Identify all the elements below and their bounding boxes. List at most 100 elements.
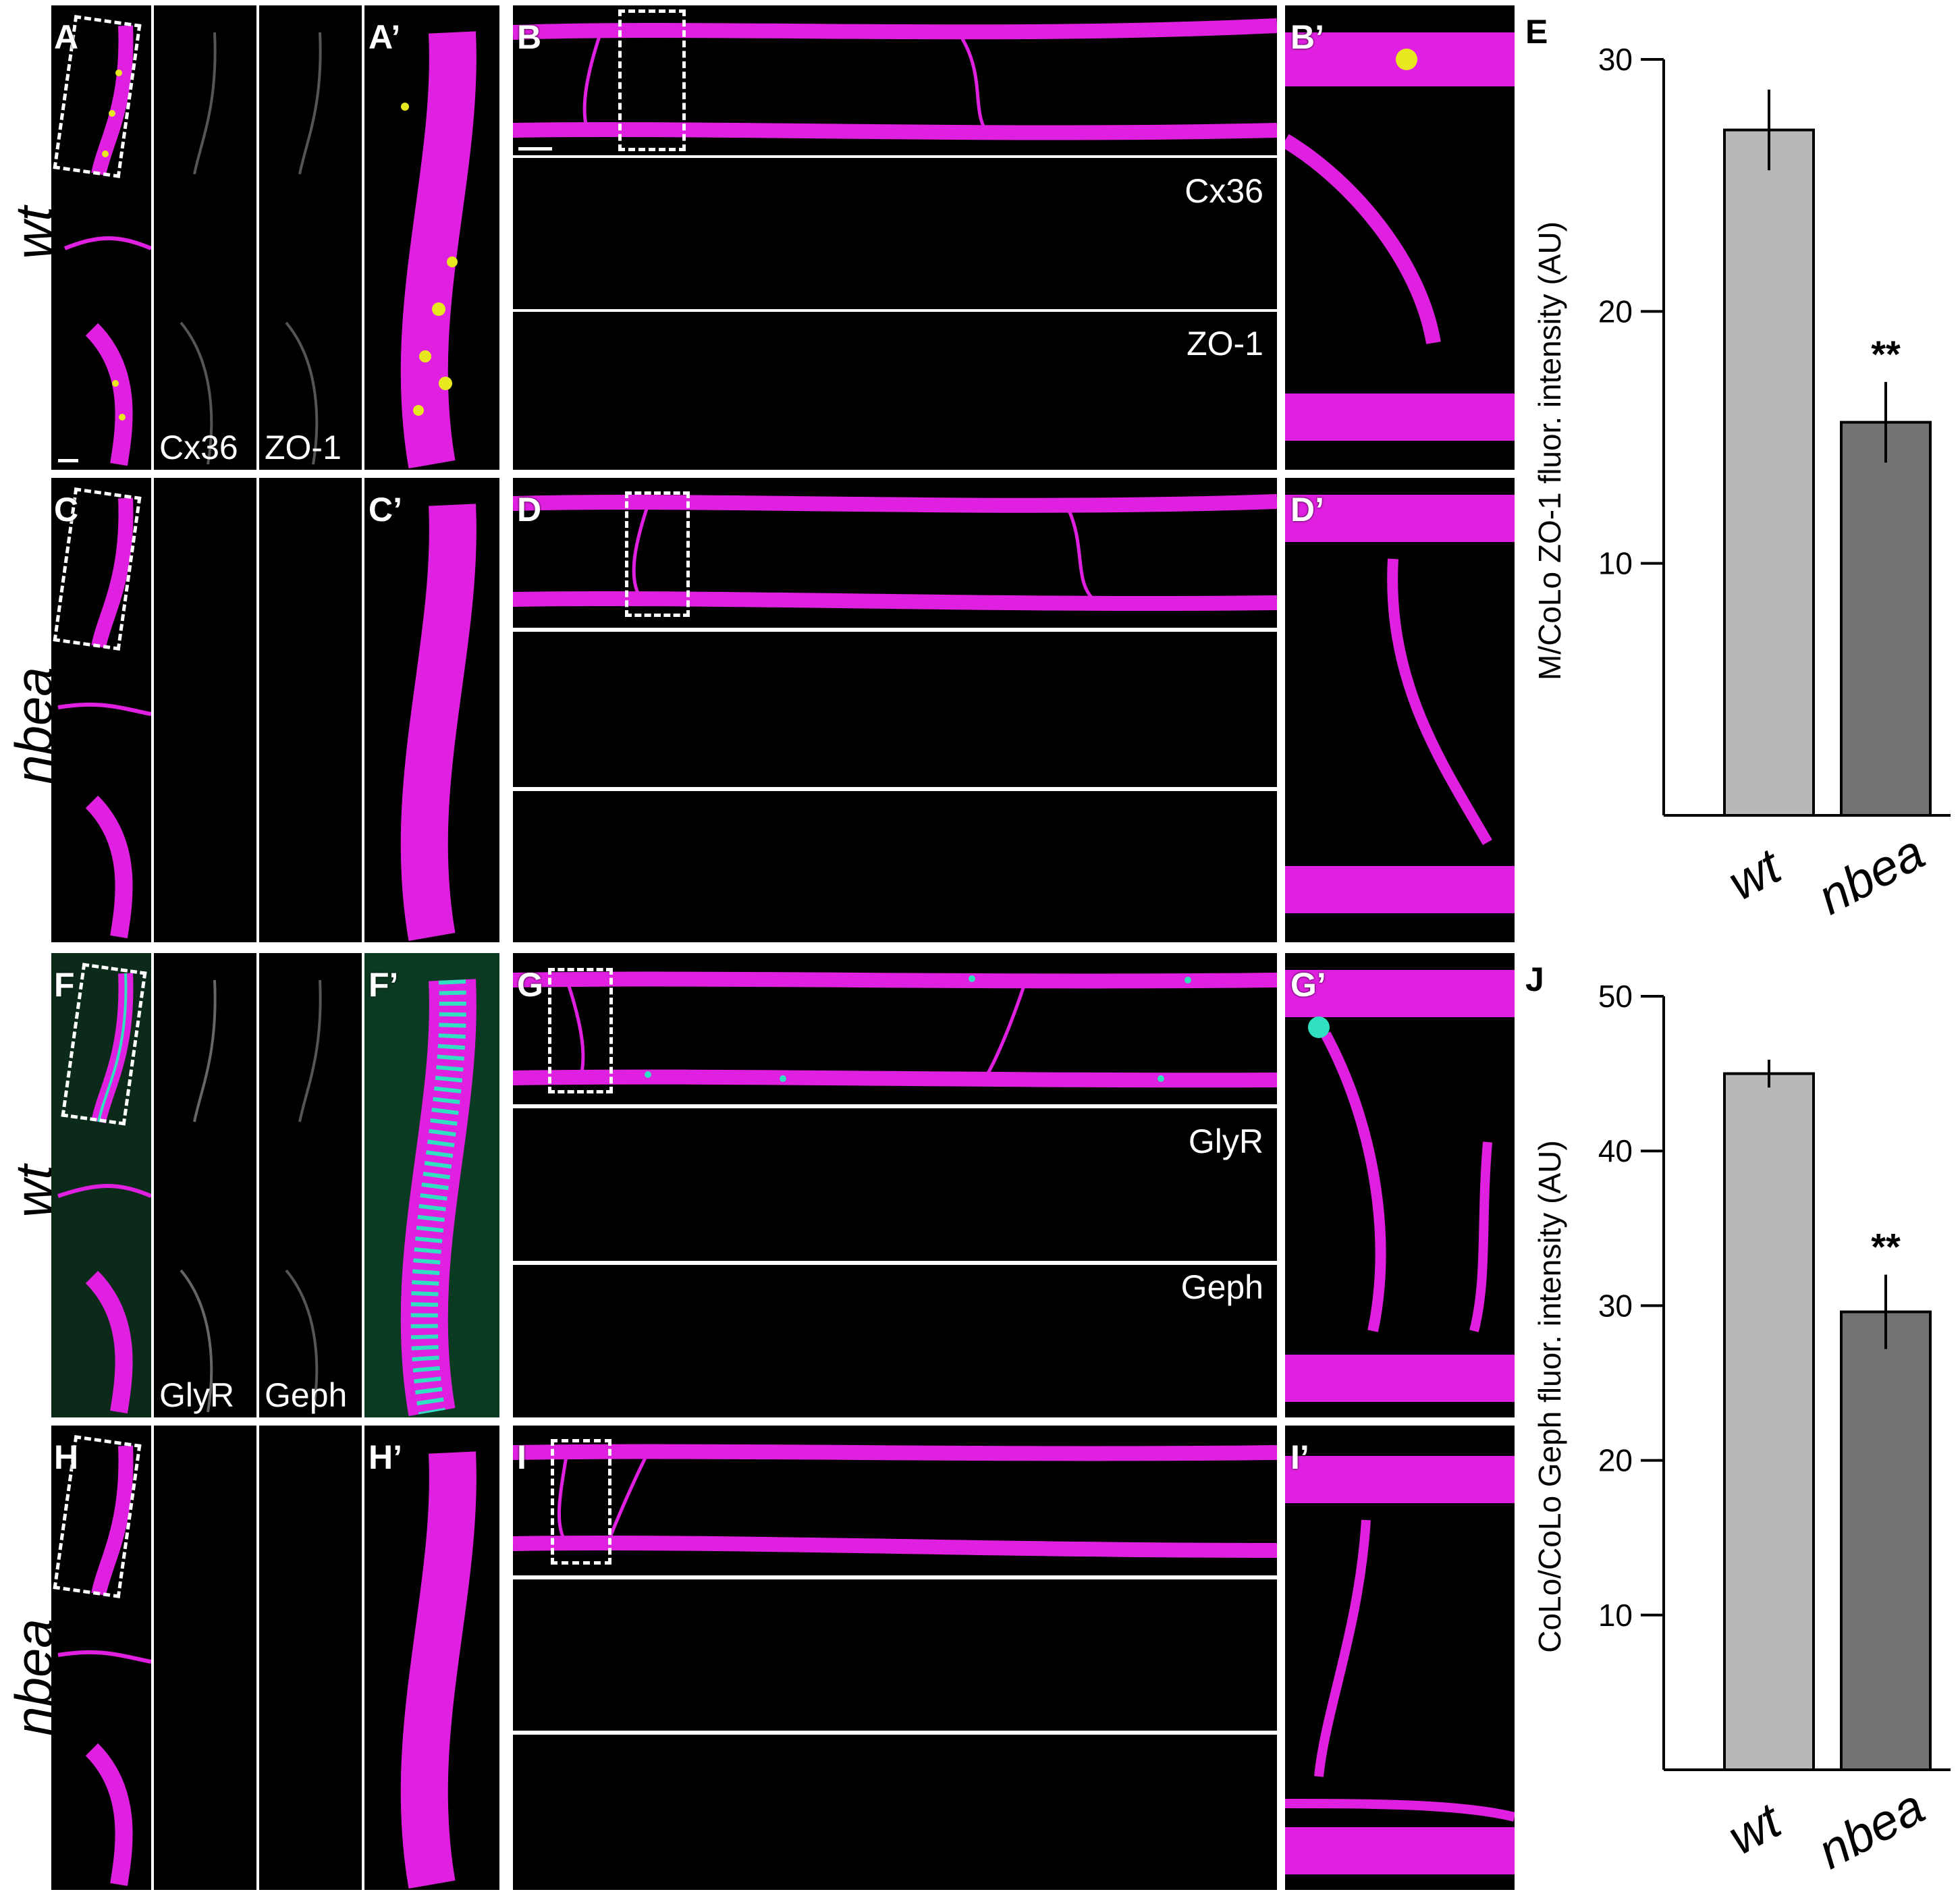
panel-label-b-prime: B’ — [1290, 18, 1324, 56]
y-tick-label: 50 — [1598, 979, 1633, 1014]
channel-label-geph-f: Geph — [265, 1376, 348, 1414]
panel-label-d-prime: D’ — [1290, 491, 1324, 529]
panel-label-b: B — [517, 18, 542, 56]
roi-box-d — [625, 491, 690, 617]
panel-b-image — [513, 18, 1277, 140]
panel-label-i-prime: I’ — [1290, 1438, 1309, 1476]
panel-i-geph — [513, 1735, 1277, 1890]
x-tick-label: nbea — [1809, 1778, 1933, 1880]
panel-h-image — [57, 1445, 151, 1887]
y-tick-label: 20 — [1598, 294, 1633, 329]
channel-label-cx36-b: Cx36 — [1185, 172, 1263, 210]
channel-label-glyr-f: GlyR — [159, 1376, 235, 1414]
panel-i-image — [513, 1444, 1277, 1558]
roi-box-i — [551, 1439, 611, 1565]
panel-d-zo1 — [513, 791, 1277, 942]
panel-f-prime-image — [364, 953, 499, 1417]
chart-j-svg: 10 20 30 40 50 CoLo/CoLo Geph fluor. intensit… — [1532, 979, 1951, 1880]
panel-label-f-prime: F’ — [369, 966, 399, 1004]
panel-label-c: C — [54, 491, 79, 529]
panel-f-geph-image — [285, 979, 322, 1413]
panel-label-i: I — [517, 1438, 526, 1476]
panel-b-zo1: ZO-1 — [513, 312, 1277, 470]
panel-a-zo1: ZO-1 — [259, 5, 362, 470]
panel-b-merge: B — [513, 5, 1277, 155]
panel-label-g-prime: G’ — [1290, 966, 1326, 1004]
panel-f-glyr-image — [180, 979, 217, 1413]
panel-a-prime-image — [400, 31, 477, 468]
y-axis-label: CoLo/CoLo Geph fluor. intensity (AU) — [1532, 1140, 1567, 1652]
panel-b-prime-image — [1285, 32, 1515, 441]
y-tick-label: 20 — [1598, 1443, 1633, 1478]
panel-d-merge: D — [513, 478, 1277, 628]
scale-bar-b — [518, 147, 552, 151]
panel-label-a: A — [54, 18, 79, 56]
panel-g-image — [513, 971, 1277, 1088]
panel-f-glyr: GlyR — [154, 953, 256, 1417]
y-tick-label: 10 — [1598, 546, 1633, 581]
panel-f-image — [51, 953, 151, 1417]
panel-g-glyr: GlyR — [513, 1108, 1277, 1261]
panel-h-geph — [259, 1426, 362, 1890]
chart-e: E 10 20 30 M/CoLo ZO-1 fluor. intensity (AU… — [1519, 0, 1960, 945]
channel-label-glyr-g: GlyR — [1188, 1122, 1263, 1160]
panel-label-e: E — [1525, 13, 1548, 51]
y-tick-label: 30 — [1598, 42, 1633, 77]
bar-wt — [1723, 1072, 1815, 1772]
panel-c-image — [57, 497, 151, 939]
panel-i-prime: I’ — [1285, 1426, 1515, 1890]
panel-h-prime: H’ — [364, 1426, 499, 1890]
panel-b-prime: B’ — [1285, 5, 1515, 470]
panel-g-merge: G — [513, 953, 1277, 1104]
panel-d-cx36 — [513, 632, 1277, 787]
panel-d-prime: D’ — [1285, 478, 1515, 942]
panel-g-prime-image — [1285, 970, 1515, 1402]
panel-a-zo1-image — [285, 32, 322, 465]
panel-h-prime-image — [400, 1451, 477, 1889]
panel-i-prime-image — [1285, 1456, 1515, 1874]
chart-j: J 10 20 30 40 50 CoLo/CoLo Geph fluor. intens… — [1519, 948, 1960, 1893]
x-tick-label: wt — [1719, 837, 1791, 911]
x-tick-label: wt — [1719, 1791, 1791, 1866]
panel-h-merge: H — [51, 1426, 151, 1890]
panel-label-c-prime: C’ — [369, 491, 402, 529]
panel-d-prime-image — [1285, 495, 1515, 913]
bar-nbea — [1840, 1310, 1932, 1771]
panel-c-prime-image — [400, 504, 477, 941]
significance-marker: ** — [1871, 1226, 1901, 1268]
panel-d-image — [513, 494, 1277, 612]
scale-bar-a — [58, 459, 78, 462]
panel-label-d: D — [517, 491, 542, 529]
panel-f-prime: F’ — [364, 953, 499, 1417]
channel-label-zo1-b: ZO-1 — [1187, 325, 1263, 362]
roi-box-g — [548, 968, 613, 1093]
panel-i-merge: I — [513, 1426, 1277, 1575]
y-tick-label: 30 — [1598, 1288, 1633, 1323]
y-tick-label: 10 — [1598, 1598, 1633, 1633]
chart-e-svg: 10 20 30 M/CoLo ZO-1 fluor. intensity (AU) w… — [1532, 42, 1951, 925]
channel-label-geph-g: Geph — [1180, 1268, 1263, 1306]
panel-label-j: J — [1525, 960, 1544, 998]
panel-c-merge: C — [51, 478, 151, 942]
bar-nbea — [1840, 421, 1932, 817]
channel-label-cx36-a: Cx36 — [159, 429, 238, 466]
panel-a-merge: A — [51, 5, 151, 470]
panel-f-geph: Geph — [259, 953, 362, 1417]
panel-label-g: G — [517, 966, 543, 1004]
panel-c-prime: C’ — [364, 478, 499, 942]
channel-label-zo1-a: ZO-1 — [265, 429, 342, 466]
panel-a-prime: A’ — [364, 5, 499, 470]
y-axis-label: M/CoLo ZO-1 fluor. intensity (AU) — [1532, 221, 1567, 680]
roi-box-b — [618, 9, 686, 151]
panel-b-cx36: Cx36 — [513, 158, 1277, 309]
panel-label-h: H — [54, 1438, 79, 1476]
panel-label-h-prime: H’ — [369, 1438, 402, 1476]
panel-c-cx36 — [154, 478, 256, 942]
panel-a-image — [63, 25, 151, 466]
panel-f-merge: F — [51, 953, 151, 1417]
panel-g-geph: Geph — [513, 1265, 1277, 1417]
panel-label-a-prime: A’ — [369, 18, 401, 56]
significance-marker: ** — [1871, 333, 1901, 375]
x-tick-label: nbea — [1809, 823, 1933, 925]
bar-wt — [1723, 128, 1815, 817]
